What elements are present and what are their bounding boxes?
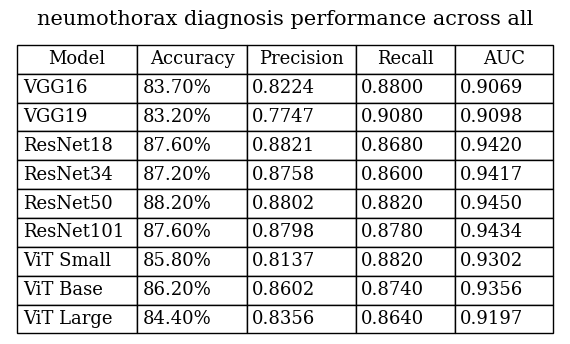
Text: neumothorax diagnosis performance across all: neumothorax diagnosis performance across… <box>37 10 533 29</box>
